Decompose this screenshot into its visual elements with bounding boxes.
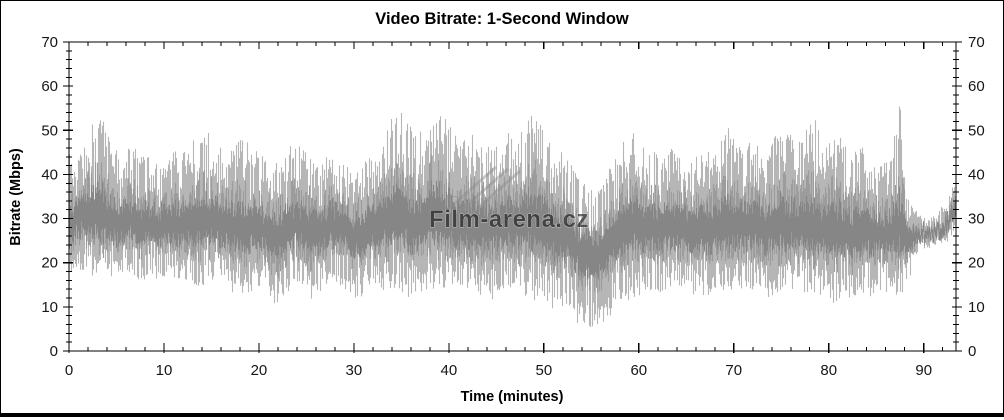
tick-label: 30 <box>968 211 985 228</box>
plot-frame <box>63 41 962 353</box>
tick-label: 20 <box>251 362 268 379</box>
tick-label: 40 <box>441 362 458 379</box>
tick-label: 70 <box>725 362 742 379</box>
tick-label: 10 <box>968 299 985 316</box>
tick-label: 40 <box>968 166 985 183</box>
tick-label: 50 <box>968 122 985 139</box>
tick-label: 50 <box>535 362 552 379</box>
tick-label: 10 <box>41 299 58 316</box>
tick-label: 30 <box>346 362 363 379</box>
tick-label: 10 <box>156 362 173 379</box>
tick-label: 30 <box>41 211 58 228</box>
tick-label: 90 <box>915 362 932 379</box>
y-axis-label: Bitrate (Mbps) <box>8 148 24 246</box>
major-ticks <box>63 41 962 353</box>
tick-label: 20 <box>968 255 985 272</box>
tick-label: 20 <box>41 255 58 272</box>
tick-label: 70 <box>968 34 985 51</box>
watermark: Film-arena.cz <box>429 165 589 233</box>
tick-label: 0 <box>968 343 976 360</box>
tick-label: 60 <box>41 78 58 95</box>
tick-label: 0 <box>50 343 58 360</box>
watermark-text: Film-arena.cz <box>429 206 589 233</box>
tick-label: 60 <box>630 362 647 379</box>
tick-label: 50 <box>41 122 58 139</box>
watermark-logo-icon <box>445 165 521 217</box>
tick-label: 40 <box>41 166 58 183</box>
tick-label: 0 <box>65 362 73 379</box>
tick-label: 80 <box>820 362 837 379</box>
chart-title: Video Bitrate: 1-Second Window <box>375 10 629 28</box>
tick-label: 70 <box>41 34 58 51</box>
x-axis-label: Time (minutes) <box>461 389 564 405</box>
minor-ticks <box>66 42 959 351</box>
tick-label: 60 <box>968 78 985 95</box>
